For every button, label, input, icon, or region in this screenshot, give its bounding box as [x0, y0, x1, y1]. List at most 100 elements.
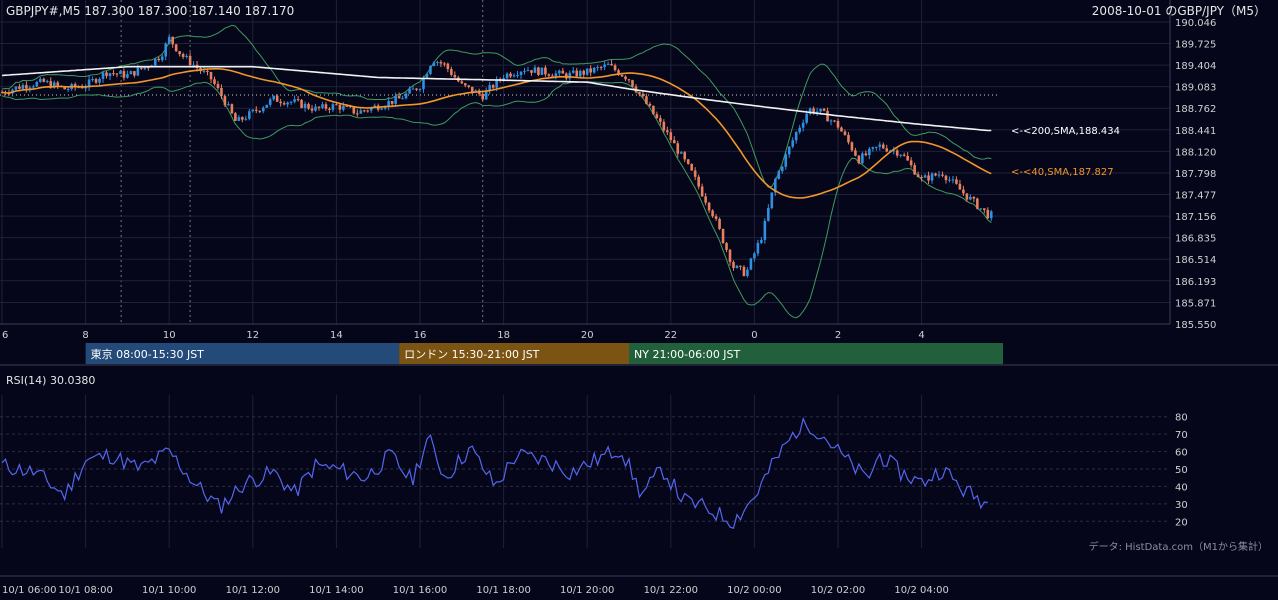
- candle-body: [192, 64, 195, 66]
- candle-body: [753, 253, 756, 259]
- time-tick-label: 12: [246, 330, 259, 341]
- candle-body: [380, 108, 383, 110]
- candle-body: [815, 111, 819, 114]
- candle-body: [436, 61, 439, 63]
- candle-body: [317, 106, 321, 108]
- candle-body: [979, 208, 983, 210]
- rsi-tick-label: 50: [1175, 465, 1188, 476]
- candle-body: [826, 110, 829, 122]
- candle-body: [547, 74, 551, 76]
- session-bars: 東京 08:00-15:30 JST ロンドン 15:30-21:00 JST NY…: [85, 343, 1003, 364]
- chart-grid: [0, 0, 1278, 577]
- candle-body: [847, 134, 850, 143]
- candle-body: [596, 67, 599, 69]
- candle-body: [969, 196, 972, 200]
- candle-body: [356, 113, 359, 115]
- candle-body: [296, 99, 300, 101]
- sma200-line: [1, 65, 992, 132]
- candle-body: [272, 95, 275, 100]
- candle-body: [718, 218, 721, 229]
- candle-body: [119, 71, 122, 75]
- candle-body: [495, 78, 498, 88]
- price-tick-label: 189.404: [1175, 61, 1216, 72]
- candle-body: [307, 103, 310, 109]
- candle-body: [770, 192, 774, 209]
- candle-body: [450, 69, 453, 75]
- candle-body: [338, 104, 342, 110]
- candle-body: [627, 79, 631, 81]
- candle-body: [467, 85, 471, 87]
- candle-body: [774, 178, 777, 193]
- candle-body: [558, 70, 561, 74]
- candle-body: [526, 70, 530, 72]
- candle-body: [171, 36, 174, 45]
- price-tick-label: 188.762: [1175, 104, 1216, 115]
- candle-body: [366, 110, 370, 112]
- candle-body: [812, 108, 815, 114]
- candle-body: [655, 114, 659, 119]
- candle-body: [49, 81, 53, 88]
- candle-body: [659, 118, 662, 122]
- candle-body: [624, 76, 627, 80]
- candle-body: [401, 98, 404, 100]
- moving-averages: [1, 65, 992, 199]
- candle-body: [679, 152, 683, 154]
- price-tick-label: 185.550: [1175, 320, 1216, 331]
- candle-body: [352, 107, 356, 114]
- candle-body: [279, 101, 282, 104]
- rsi-time-label: 10/1 12:00: [226, 585, 280, 596]
- candle-body: [958, 183, 962, 190]
- candle-body: [439, 61, 443, 64]
- candle-body: [976, 198, 979, 209]
- candle-body: [857, 155, 861, 164]
- candlesticks: [0, 34, 993, 278]
- candle-body: [864, 153, 868, 156]
- candle-body: [620, 74, 624, 77]
- candle-body: [52, 82, 56, 88]
- candle-body: [843, 131, 847, 135]
- candle-body: [707, 202, 711, 211]
- rsi-time-label: 10/1 14:00: [309, 585, 363, 596]
- candle-body: [432, 62, 436, 67]
- session-bar: [399, 343, 629, 364]
- candle-body: [25, 85, 28, 89]
- candle-body: [760, 239, 763, 243]
- candle-body: [289, 101, 293, 103]
- candle-body: [491, 85, 495, 88]
- candle-body: [174, 44, 178, 52]
- candle-body: [342, 105, 345, 110]
- candle-body: [14, 86, 18, 90]
- candle-body: [390, 100, 394, 104]
- candle-body: [443, 63, 446, 65]
- candle-body: [328, 108, 331, 110]
- candle-body: [989, 211, 993, 219]
- candle-body: [32, 86, 35, 88]
- chart-title: 2008-10-01 のGBP/JPY（M5）: [1092, 4, 1266, 18]
- candle-body: [484, 90, 488, 100]
- candle-body: [94, 79, 98, 83]
- candle-body: [519, 71, 523, 75]
- candle-body: [282, 103, 286, 105]
- candle-body: [916, 174, 920, 178]
- candle-body: [63, 86, 66, 90]
- candle-body: [927, 175, 930, 181]
- candle-body: [840, 127, 843, 132]
- price-tick-label: 186.193: [1175, 277, 1216, 288]
- candle-body: [488, 85, 491, 91]
- candle-body: [672, 140, 676, 144]
- candle-body: [87, 79, 91, 88]
- candle-body: [934, 173, 937, 176]
- candle-body: [254, 109, 258, 111]
- candle-body: [962, 189, 965, 194]
- time-tick-label: 16: [414, 330, 427, 341]
- candle-body: [571, 70, 575, 73]
- candle-body: [105, 72, 108, 77]
- candle-body: [875, 146, 878, 148]
- candle-body: [787, 146, 791, 155]
- candle-body: [714, 216, 718, 219]
- candle-body: [220, 88, 223, 97]
- candle-body: [39, 78, 42, 82]
- candle-body: [331, 104, 335, 110]
- candle-body: [878, 144, 882, 147]
- candle-body: [899, 154, 902, 156]
